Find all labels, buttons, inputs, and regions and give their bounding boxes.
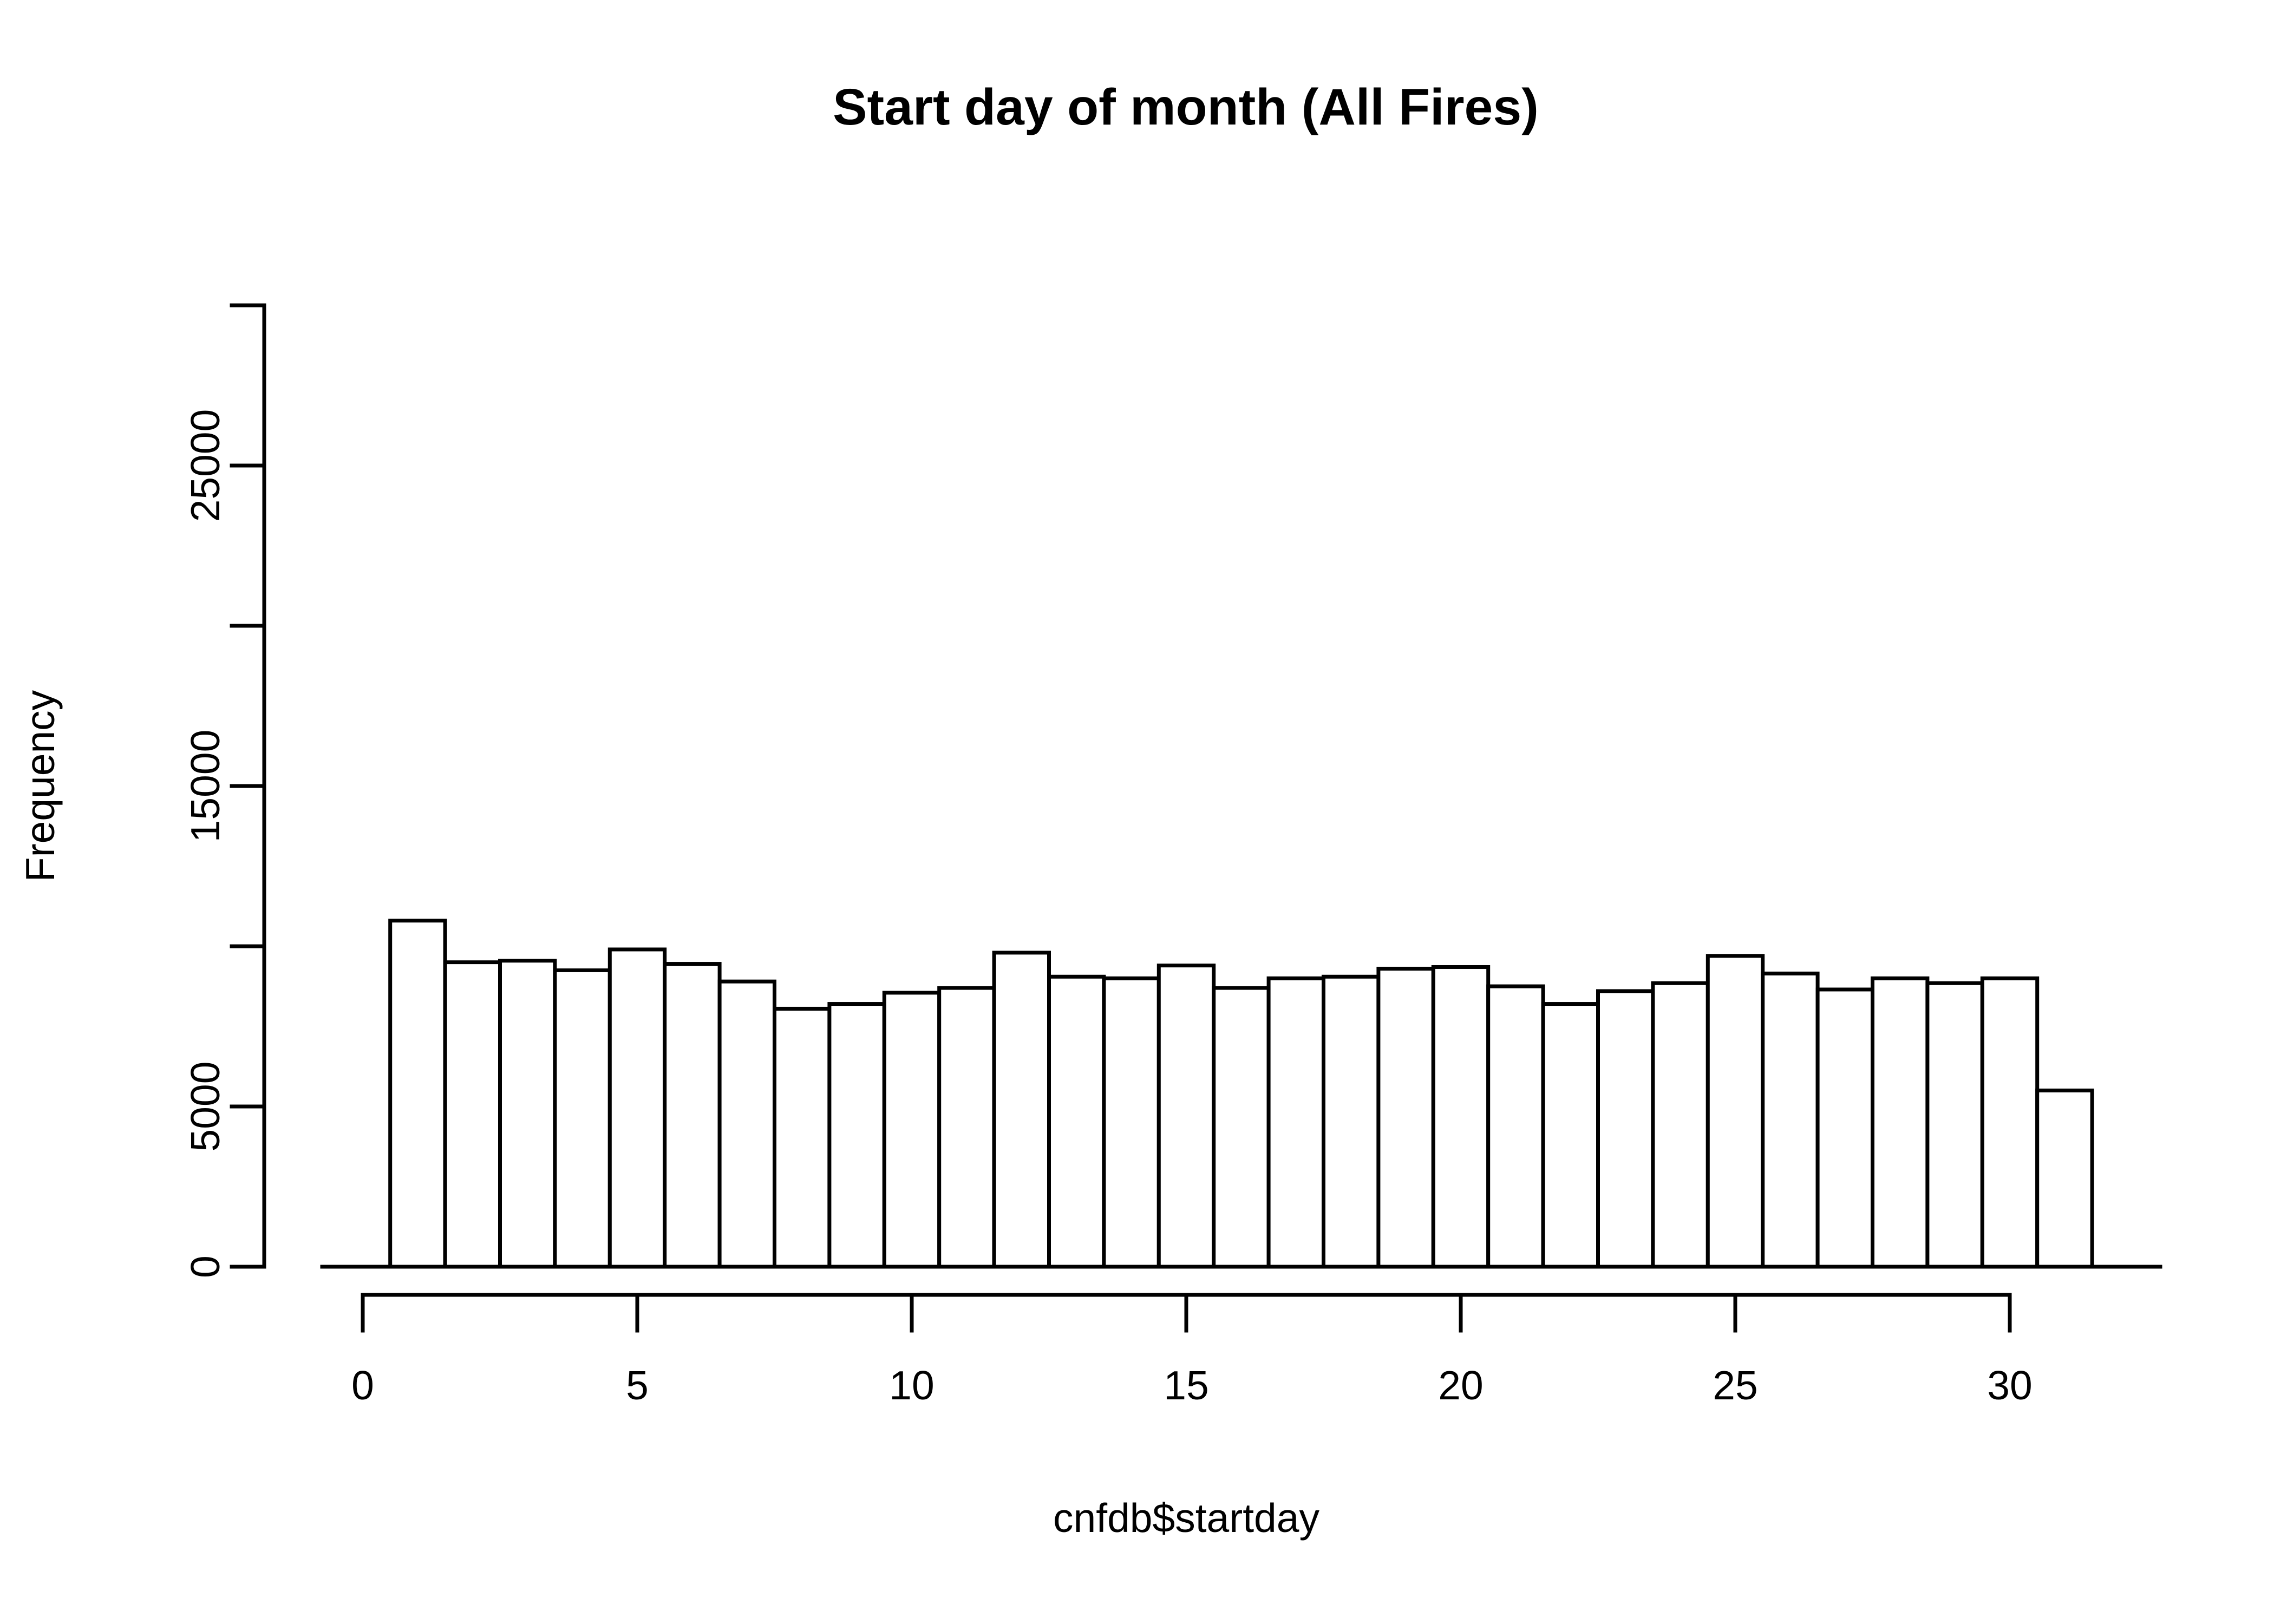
histogram-bar	[1980, 976, 2040, 1269]
x-tick-label: 20	[1438, 1363, 1483, 1408]
chart-title: Start day of month (All Fires)	[833, 78, 1539, 136]
histogram-bar	[1266, 976, 1326, 1269]
x-tick-label: 5	[626, 1363, 649, 1408]
x-tick-label: 10	[889, 1363, 934, 1408]
y-axis: 0 5000 15000 25000	[182, 303, 266, 1278]
y-tick-label: 15000	[182, 730, 228, 843]
histogram-bar	[1486, 984, 1545, 1269]
histogram-bar	[773, 1006, 832, 1269]
histogram-bar	[1156, 964, 1216, 1269]
histogram-bars	[388, 919, 2094, 1269]
histogram-bar	[443, 960, 502, 1269]
histogram-bar	[663, 962, 722, 1269]
histogram-bar	[553, 968, 612, 1269]
y-axis-title: Frequency	[17, 690, 63, 882]
histogram-bar	[937, 986, 996, 1269]
histogram-bar	[498, 959, 557, 1269]
x-tick-label: 25	[1713, 1363, 1757, 1408]
histogram-bar	[1047, 974, 1106, 1269]
histogram-bar	[992, 951, 1051, 1269]
histogram-bar	[607, 947, 667, 1269]
x-tick-label: 15	[1164, 1363, 1208, 1408]
histogram-bar	[1431, 965, 1491, 1269]
histogram-bar	[827, 1002, 886, 1269]
x-axis-title: cnfdb$startday	[1053, 1495, 1319, 1541]
histogram-bar	[388, 919, 447, 1269]
histogram-bar	[1651, 981, 1710, 1269]
histogram-bar	[1596, 989, 1655, 1269]
histogram-bar	[1925, 981, 1984, 1269]
y-tick-label: 25000	[182, 409, 228, 522]
y-tick-label: 5000	[182, 1062, 228, 1152]
histogram-bar	[717, 979, 776, 1269]
histogram-bar	[2035, 1088, 2094, 1269]
histogram-bar	[1376, 966, 1435, 1269]
histogram-bar	[1541, 1002, 1600, 1269]
x-tick-label: 30	[1987, 1363, 2032, 1408]
x-axis: 0 5 10 15 20 25 30	[351, 1293, 2033, 1408]
histogram-bar	[1706, 954, 1765, 1269]
histogram-bar	[1761, 971, 1820, 1269]
histogram-bar	[882, 991, 942, 1269]
histogram-bar	[1212, 986, 1271, 1269]
histogram-bar	[1102, 976, 1161, 1269]
x-tick-label: 0	[351, 1363, 374, 1408]
histogram-bar	[1871, 976, 1930, 1269]
y-tick-label: 0	[182, 1255, 228, 1278]
histogram-bar	[1815, 987, 1875, 1269]
histogram-bar	[1322, 974, 1381, 1269]
